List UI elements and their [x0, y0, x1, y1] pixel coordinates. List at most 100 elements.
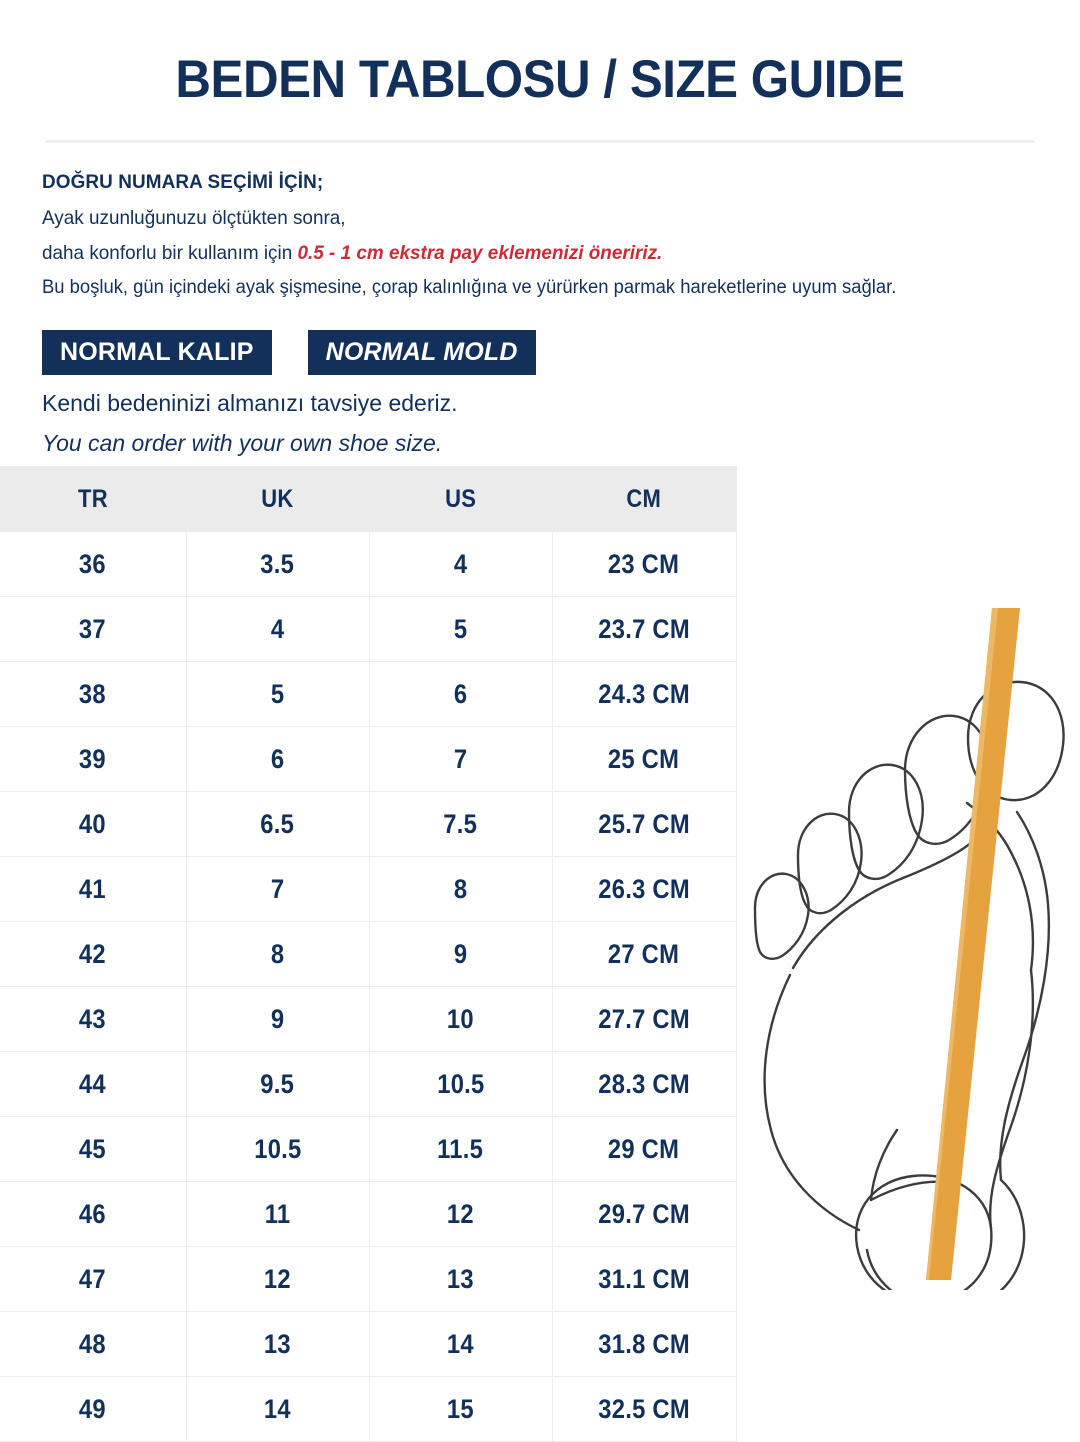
cell-tr-value: 38 — [79, 678, 107, 709]
cell-uk: 8 — [186, 921, 370, 987]
cell-us-value: 6 — [453, 678, 468, 709]
cell-us: 8 — [369, 856, 553, 922]
cell-tr: 36 — [0, 531, 187, 597]
cell-uk-value: 7 — [270, 873, 285, 904]
table-body: 36 3.5 4 23 CM 37 4 5 23.7 CM 38 5 6 24.3 CM 39 6 7 25 … — [0, 531, 737, 1442]
cell-tr: 41 — [0, 856, 187, 922]
cell-uk-value: 8 — [270, 938, 285, 969]
cell-cm: 25 CM — [552, 726, 737, 792]
cell-tr: 37 — [0, 596, 187, 662]
cell-uk: 13 — [186, 1311, 370, 1377]
table-row: 43 9 10 27.7 CM — [0, 986, 737, 1052]
cell-uk: 4 — [186, 596, 370, 662]
cell-us: 7.5 — [369, 791, 553, 857]
table-row: 36 3.5 4 23 CM — [0, 531, 737, 597]
intro-line-3: Bu boşluk, gün içindeki ayak şişmesine, … — [42, 277, 897, 299]
cell-cm-value: 27.7 CM — [598, 1003, 690, 1034]
cell-us-value: 8 — [453, 873, 468, 904]
table-row: 49 14 15 32.5 CM — [0, 1376, 737, 1442]
cell-tr: 39 — [0, 726, 187, 792]
cell-tr-value: 39 — [79, 743, 107, 774]
cell-cm: 31.8 CM — [552, 1311, 737, 1377]
cell-us: 10.5 — [369, 1051, 553, 1117]
cell-uk-value: 14 — [264, 1393, 291, 1424]
cell-us: 15 — [369, 1376, 553, 1442]
size-table-container: TR UK US CM 36 3.5 4 23 CM 37 4 5 23.7 CM 38 5 6 24… — [0, 466, 737, 1442]
cell-cm-value: 29.7 CM — [598, 1198, 690, 1229]
cell-tr-value: 36 — [79, 548, 107, 579]
cell-us-value: 7.5 — [443, 808, 478, 839]
cell-cm-value: 26.3 CM — [598, 873, 690, 904]
table-row: 45 10.5 11.5 29 CM — [0, 1116, 737, 1182]
table-row: 41 7 8 26.3 CM — [0, 856, 737, 922]
cell-tr: 43 — [0, 986, 187, 1052]
cell-us-value: 10.5 — [436, 1068, 485, 1099]
foot-outline-paths — [753, 680, 1065, 1290]
table-row: 39 6 7 25 CM — [0, 726, 737, 792]
cell-cm: 27 CM — [552, 921, 737, 987]
cell-cm-value: 23.7 CM — [598, 613, 690, 644]
cell-uk: 7 — [186, 856, 370, 922]
cell-us-value: 10 — [447, 1003, 474, 1034]
cell-tr-value: 45 — [79, 1133, 107, 1164]
cell-cm: 29 CM — [552, 1116, 737, 1182]
cell-tr-value: 49 — [79, 1393, 107, 1424]
cell-uk-value: 5 — [270, 678, 285, 709]
column-header-tr: TR — [0, 466, 187, 532]
cell-cm: 23 CM — [552, 531, 737, 597]
cell-tr-value: 37 — [79, 613, 107, 644]
cell-us-value: 9 — [453, 938, 468, 969]
cell-uk: 9.5 — [186, 1051, 370, 1117]
cell-us: 10 — [369, 986, 553, 1052]
cell-us-value: 12 — [447, 1198, 474, 1229]
cell-us: 13 — [369, 1246, 553, 1312]
intro-line-2: daha konforlu bir kullanım için 0.5 - 1 … — [42, 240, 1010, 266]
cell-tr-value: 46 — [79, 1198, 107, 1229]
table-row: 44 9.5 10.5 28.3 CM — [0, 1051, 737, 1117]
cell-cm-value: 23 CM — [608, 548, 680, 579]
column-header-cm: CM — [552, 466, 737, 532]
cell-cm: 23.7 CM — [552, 596, 737, 662]
cell-tr-value: 40 — [79, 808, 107, 839]
cell-tr-value: 48 — [79, 1328, 107, 1359]
column-header-cm-label: CM — [626, 484, 662, 513]
cell-tr-value: 44 — [79, 1068, 107, 1099]
intro-heading: DOĞRU NUMARA SEÇİMİ İÇİN; — [42, 170, 324, 193]
cell-us-value: 4 — [453, 548, 468, 579]
table-row: 46 11 12 29.7 CM — [0, 1181, 737, 1247]
cell-tr: 49 — [0, 1376, 187, 1442]
cell-tr: 40 — [0, 791, 187, 857]
table-row: 42 8 9 27 CM — [0, 921, 737, 987]
cell-cm-value: 31.1 CM — [598, 1263, 690, 1294]
cell-tr: 48 — [0, 1311, 187, 1377]
cell-uk-value: 10.5 — [253, 1133, 302, 1164]
cell-cm-value: 32.5 CM — [598, 1393, 690, 1424]
cell-us: 12 — [369, 1181, 553, 1247]
table-row: 47 12 13 31.1 CM — [0, 1246, 737, 1312]
column-header-us: US — [369, 466, 553, 532]
cell-uk-value: 9 — [270, 1003, 285, 1034]
cell-cm: 28.3 CM — [552, 1051, 737, 1117]
cell-uk: 3.5 — [186, 531, 370, 597]
cell-uk-value: 6 — [270, 743, 285, 774]
cell-uk-value: 9.5 — [260, 1068, 295, 1099]
cell-us-value: 14 — [447, 1328, 474, 1359]
cell-cm: 31.1 CM — [552, 1246, 737, 1312]
cell-us: 14 — [369, 1311, 553, 1377]
column-header-tr-label: TR — [77, 484, 108, 513]
cell-cm: 27.7 CM — [552, 986, 737, 1052]
cell-uk: 9 — [186, 986, 370, 1052]
cell-uk-value: 13 — [264, 1328, 291, 1359]
foot-illustration — [745, 590, 1075, 1290]
cell-tr: 47 — [0, 1246, 187, 1312]
cell-us-value: 15 — [447, 1393, 474, 1424]
cell-us-value: 5 — [453, 613, 468, 644]
extra-allowance-highlight: 0.5 - 1 cm ekstra pay eklemenizi öneriri… — [297, 241, 663, 264]
cell-cm-value: 29 CM — [608, 1133, 680, 1164]
recommendation-en: You can order with your own shoe size. — [42, 430, 443, 457]
cell-uk-value: 6.5 — [260, 808, 295, 839]
cell-uk: 12 — [186, 1246, 370, 1312]
cell-uk: 14 — [186, 1376, 370, 1442]
cell-tr: 44 — [0, 1051, 187, 1117]
title-divider — [45, 139, 1035, 143]
